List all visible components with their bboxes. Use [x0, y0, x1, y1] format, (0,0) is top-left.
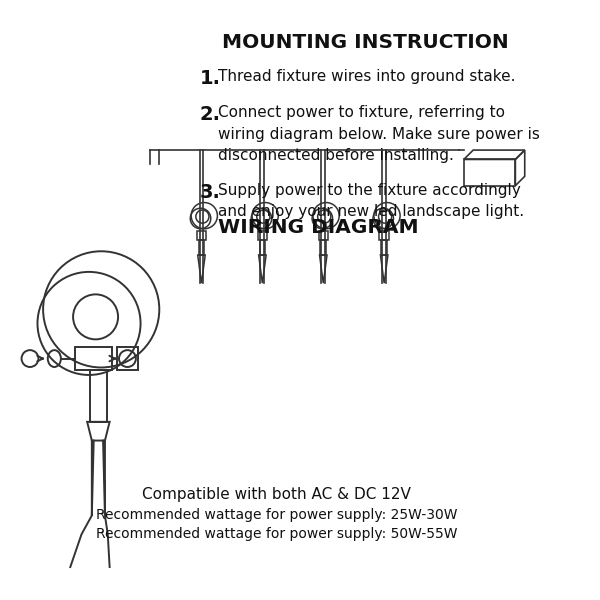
Text: MOUNTING INSTRUCTION: MOUNTING INSTRUCTION	[222, 33, 509, 52]
Text: Connect power to fixture, referring to
wiring diagram below. Make sure power is
: Connect power to fixture, referring to w…	[218, 105, 540, 163]
Text: Recommended wattage for power supply: 50W-55W: Recommended wattage for power supply: 50…	[95, 527, 457, 541]
Text: 3.: 3.	[200, 183, 220, 202]
Text: Recommended wattage for power supply: 25W-30W: Recommended wattage for power supply: 25…	[95, 508, 457, 522]
Text: Supply power to the fixture accordingly
and enjoy your new led landscape light.: Supply power to the fixture accordingly …	[218, 183, 524, 220]
Text: Thread fixture wires into ground stake.: Thread fixture wires into ground stake.	[218, 68, 516, 83]
Text: WIRING DIAGRAM: WIRING DIAGRAM	[218, 218, 419, 238]
Text: Compatible with both AC & DC 12V: Compatible with both AC & DC 12V	[142, 487, 411, 502]
Text: 1.: 1.	[200, 68, 221, 88]
Text: 2.: 2.	[200, 105, 221, 124]
